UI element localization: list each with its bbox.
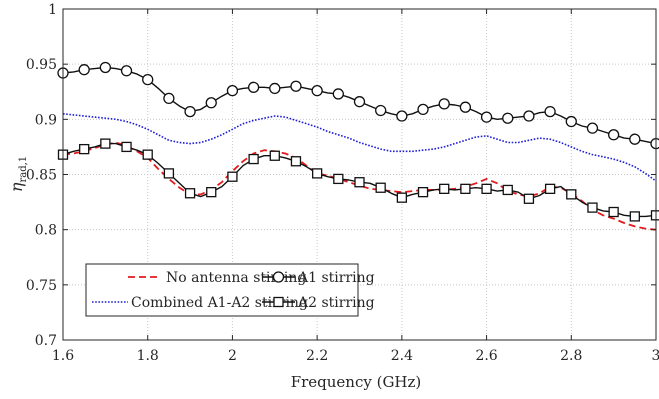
x-tick-label: 1.6 <box>52 348 74 364</box>
data-point-a1-stirring <box>247 81 260 93</box>
data-point-a2-stirring <box>439 183 450 194</box>
y-tick-label: 1 <box>48 2 57 18</box>
data-point-a1-stirring <box>311 84 323 97</box>
x-axis-label: Frequency (GHz) <box>291 373 422 391</box>
data-point-a1-stirring <box>417 103 429 116</box>
data-point-a1-stirring <box>375 104 387 117</box>
data-point-a2-stirring <box>608 206 619 218</box>
data-point-a1-stirring <box>353 96 366 108</box>
legend-box <box>85 263 359 317</box>
data-point-a2-stirring <box>417 187 429 198</box>
data-point-a1-stirring <box>523 110 535 122</box>
data-point-a2-stirring <box>290 156 302 167</box>
data-point-a2-stirring <box>587 202 598 213</box>
legend-marker-a1-stirring <box>272 271 285 283</box>
x-tick-label: 2.6 <box>475 348 497 364</box>
data-point-a2-stirring <box>121 141 132 153</box>
y-tick-label: 0.8 <box>35 223 57 239</box>
x-tick-label: 2 <box>228 348 237 364</box>
data-point-a1-stirring <box>332 88 344 100</box>
data-point-a2-stirring <box>502 184 513 196</box>
data-point-a1-stirring <box>396 110 408 122</box>
data-point-a2-stirring <box>396 192 408 203</box>
data-point-a1-stirring <box>99 61 112 74</box>
data-point-a2-stirring <box>544 183 556 194</box>
data-point-a1-stirring <box>78 64 90 76</box>
data-point-a1-stirring <box>269 82 281 95</box>
legend-label-combined-a1-a2-stirring: Combined A1-A2 stirring <box>131 295 308 311</box>
y-axis-label-symbol: η <box>7 182 26 192</box>
data-point-a1-stirring <box>438 98 450 110</box>
data-point-a1-stirring <box>120 65 133 77</box>
y-tick-label: 0.7 <box>35 333 57 349</box>
svg-text:ηrad,1: ηrad,1 <box>7 156 29 192</box>
data-point-a2-stirring <box>184 188 196 199</box>
data-point-a1-stirring <box>290 80 302 92</box>
data-point-a2-stirring <box>629 211 640 222</box>
axes-layer: 1.6 1.8 2 2.2 2.4 2.6 2.8 3 0.7 0.75 0.8 0.85 0.9 0.9… <box>26 2 659 364</box>
data-point-a1-stirring <box>607 129 620 141</box>
data-point-a1-stirring <box>142 73 154 86</box>
series-line-combined-a1-a2-stirring <box>62 113 657 182</box>
legend-label-no-antenna-stirring: No antenna stirring <box>166 270 306 286</box>
y-tick-label: 0.95 <box>26 57 57 73</box>
data-point-a2-stirring <box>354 177 365 188</box>
data-point-a2-stirring <box>375 182 386 193</box>
data-point-a1-stirring <box>586 122 599 134</box>
data-point-a2-stirring <box>460 183 471 194</box>
data-point-a2-stirring <box>227 171 238 182</box>
data-point-a2-stirring <box>650 210 659 221</box>
y-axis-label-subscript: rad,1 <box>18 156 29 183</box>
data-point-a1-stirring <box>650 137 659 150</box>
data-point-a2-stirring <box>100 138 111 149</box>
legend: No antenna stirring Combined A1-A2 stirri… <box>85 263 375 317</box>
data-point-a1-stirring <box>565 115 577 128</box>
x-tick-label: 2.4 <box>391 348 413 364</box>
data-point-a1-stirring <box>459 101 472 113</box>
data-point-a1-stirring <box>629 133 641 145</box>
data-point-a2-stirring <box>163 168 175 179</box>
data-point-a2-stirring <box>269 150 280 161</box>
data-point-a2-stirring <box>311 168 323 179</box>
data-point-a2-stirring <box>481 183 492 194</box>
x-tick-label: 2.8 <box>560 348 582 364</box>
data-point-a2-stirring <box>333 173 344 185</box>
legend-label-a1-stirring: A1 stirring <box>297 270 375 286</box>
data-point-a2-stirring <box>523 193 535 204</box>
data-point-a2-stirring <box>79 143 90 155</box>
data-point-a1-stirring <box>205 97 217 109</box>
data-point-a2-stirring <box>206 187 217 198</box>
x-tick-label: 2.2 <box>306 348 328 364</box>
data-point-a1-stirring <box>163 92 175 105</box>
y-tick-label: 0.85 <box>26 168 57 184</box>
series-layer <box>57 61 659 231</box>
y-axis-label: ηrad,1 <box>7 156 29 192</box>
x-tick-label: 1.8 <box>137 348 159 364</box>
data-point-a1-stirring <box>544 105 556 118</box>
y-tick-label: 0.9 <box>35 112 57 128</box>
data-point-a1-stirring <box>502 112 514 124</box>
x-tick-label: 3 <box>652 348 659 364</box>
data-point-a1-stirring <box>184 105 196 118</box>
y-tick-label: 0.75 <box>26 278 57 294</box>
data-point-a1-stirring <box>226 84 239 97</box>
legend-label-a2-stirring: A2 stirring <box>297 295 375 311</box>
data-point-a2-stirring <box>248 153 259 165</box>
data-point-a2-stirring <box>566 189 577 200</box>
data-point-a1-stirring <box>480 111 493 123</box>
legend-marker-a2-stirring <box>273 296 284 308</box>
data-point-a2-stirring <box>142 149 153 160</box>
